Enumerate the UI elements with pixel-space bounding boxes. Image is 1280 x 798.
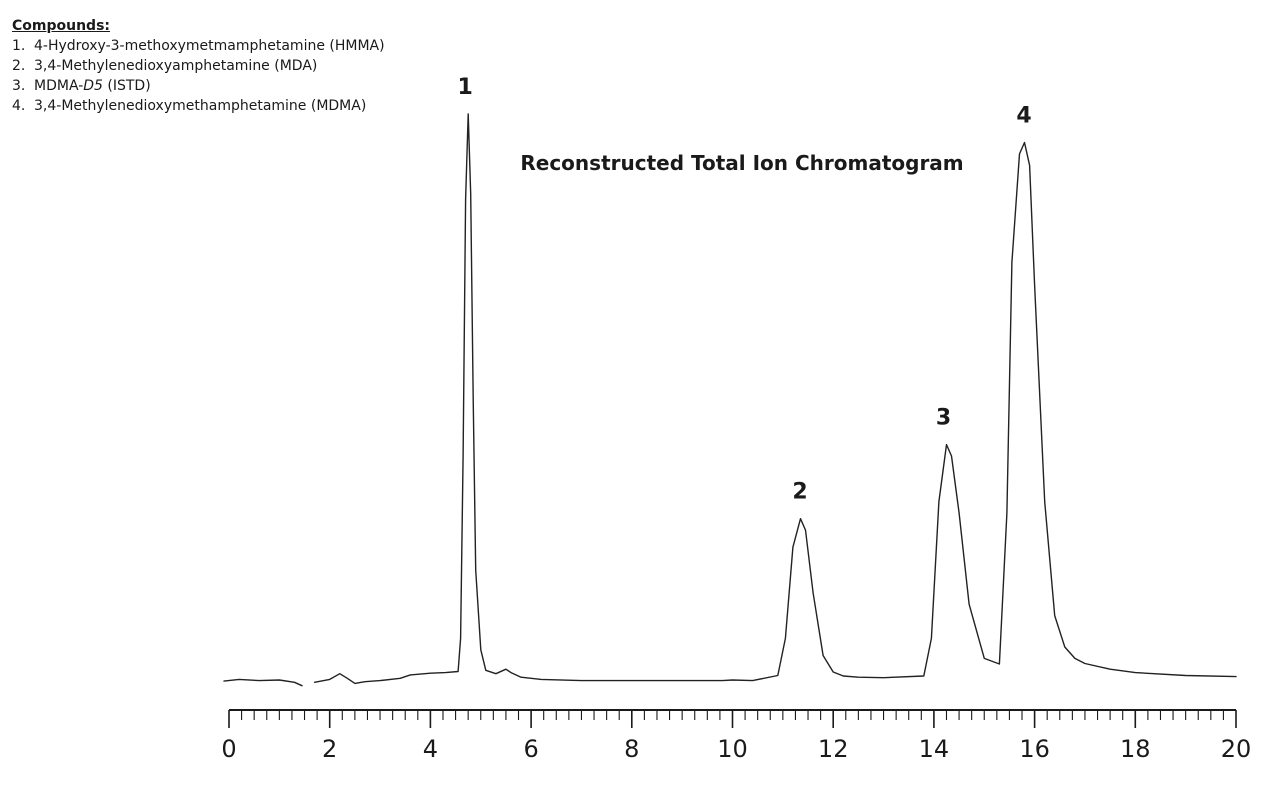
chart-title: Reconstructed Total Ion Chromatogram <box>520 151 963 175</box>
trace-layer <box>223 113 1237 687</box>
peak-label-1: 1 <box>458 75 473 100</box>
compound-number: 4. <box>12 98 26 114</box>
compounds-title: Compounds: <box>12 18 111 34</box>
x-tick-label: 0 <box>221 735 236 763</box>
x-axis: 0 2 4 6 8 10 12 14 16 18 20 <box>221 709 1252 763</box>
compound-item-2: 2. 3,4-Methylenedioxyamphetamine (MDA) <box>12 56 385 76</box>
peak-label-3: 3 <box>936 406 951 431</box>
peak-label-2: 2 <box>792 480 807 505</box>
x-tick-label: 6 <box>523 735 538 763</box>
compound-name-italic: D5 <box>83 78 103 94</box>
x-tick-label: 8 <box>624 735 639 763</box>
compound-name-suffix: (ISTD) <box>102 78 151 94</box>
compound-number: 2. <box>12 58 26 74</box>
chromatogram-trace <box>223 113 1237 687</box>
x-tick-label: 16 <box>1019 735 1050 763</box>
x-tick-label: 12 <box>818 735 849 763</box>
peak-labels: 1 2 3 4 <box>458 75 1032 505</box>
compound-item-1: 1. 4-Hydroxy-3-methoxymetmamphetamine (HM… <box>12 36 385 56</box>
compound-name: 3,4-Methylenedioxymethamphetamine (MDMA) <box>34 98 367 114</box>
peak-label-4: 4 <box>1016 104 1031 129</box>
compound-legend: Compounds: 1. 4-Hydroxy-3-methoxymetmamph… <box>12 16 385 116</box>
x-tick-label: 18 <box>1120 735 1151 763</box>
compound-name: MDMA- <box>34 78 84 94</box>
x-tick-label: 4 <box>423 735 438 763</box>
x-tick-label: 10 <box>717 735 748 763</box>
x-tick-label: 20 <box>1221 735 1252 763</box>
compound-item-4: 4. 3,4-Methylenedioxymethamphetamine (MDM… <box>12 96 385 116</box>
compound-item-3: 3. MDMA-D5 (ISTD) <box>12 76 385 96</box>
compound-name: 3,4-Methylenedioxyamphetamine (MDA) <box>34 58 318 74</box>
compound-number: 3. <box>12 78 26 94</box>
x-tick-label: 14 <box>919 735 950 763</box>
compound-number: 1. <box>12 38 26 54</box>
x-tick-label: 2 <box>322 735 337 763</box>
compound-name: 4-Hydroxy-3-methoxymetmamphetamine (HMMA… <box>34 38 385 54</box>
